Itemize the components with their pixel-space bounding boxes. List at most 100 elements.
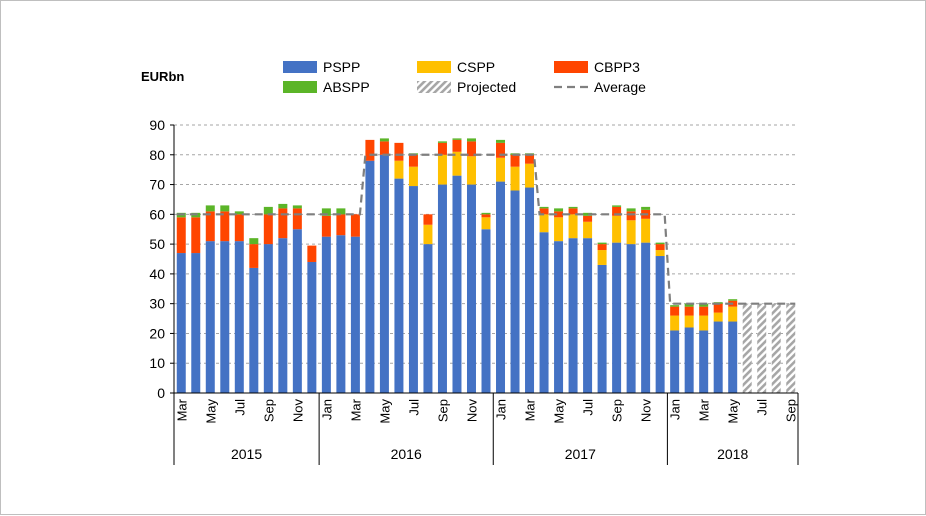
year-label: 2016 — [391, 446, 422, 462]
legend-label-cspp: CSPP — [457, 59, 495, 75]
bar-pspp — [234, 241, 244, 393]
bar-abspp — [554, 208, 564, 212]
x-tick-label: Jan — [668, 399, 683, 420]
x-tick-label: Nov — [290, 399, 305, 423]
y-tick-label: 90 — [149, 117, 165, 133]
legend-swatch-abspp — [283, 81, 317, 93]
bar-pspp — [249, 267, 259, 393]
bar-abspp — [699, 303, 709, 307]
x-tick-label: Jan — [494, 399, 509, 420]
bar-cbpp3 — [321, 215, 331, 237]
bar-abspp — [655, 242, 665, 245]
bar-cspp — [684, 315, 694, 328]
bar-cbpp3 — [263, 214, 273, 245]
y-tick-label: 60 — [149, 206, 165, 222]
bar-cbpp3 — [394, 142, 404, 161]
bar-abspp — [481, 212, 491, 215]
bar-cspp — [496, 157, 506, 182]
bar-pspp — [568, 238, 578, 393]
bar-projected — [757, 303, 767, 393]
x-tick-label: May — [552, 399, 567, 424]
x-tick-label: Sep — [261, 399, 276, 422]
bar-pspp — [263, 244, 273, 393]
bar-cspp — [699, 315, 709, 331]
bar-cspp — [452, 151, 462, 176]
legend-label-cbpp3: CBPP3 — [594, 59, 640, 75]
bar-abspp — [263, 206, 273, 215]
bar-pspp — [452, 175, 462, 393]
bar-abspp — [684, 303, 694, 307]
bar-abspp — [379, 138, 389, 142]
bar-abspp — [466, 138, 476, 142]
bar-pspp — [408, 186, 418, 393]
bar-pspp — [176, 253, 186, 393]
bar-abspp — [641, 206, 651, 210]
bar-pspp — [583, 238, 593, 393]
bar-cbpp3 — [466, 141, 476, 157]
year-label: 2015 — [231, 446, 262, 462]
bar-cspp — [466, 156, 476, 185]
bar-abspp — [220, 205, 230, 212]
axes: 0 10 20 30 40 50 60 70 80 90 Mar May Jul Sep Nov Jan Mar… — [149, 117, 799, 465]
bar-cbpp3 — [699, 306, 709, 316]
bar-cbpp3 — [408, 154, 418, 167]
bar-cbpp3 — [278, 208, 288, 239]
x-tick-label: Jul — [755, 399, 770, 416]
bar-cbpp3 — [583, 215, 593, 222]
bar-pspp — [525, 187, 535, 393]
bar-abspp — [292, 205, 302, 209]
x-tick-label: May — [203, 399, 218, 424]
bar-cspp — [713, 312, 723, 322]
bar-cbpp3 — [234, 214, 244, 242]
bar-cbpp3 — [220, 211, 230, 242]
bar-projected — [771, 303, 781, 393]
bar-pspp — [481, 229, 491, 393]
bar-cbpp3 — [612, 206, 622, 216]
bar-pspp — [437, 184, 447, 393]
legend-label-average: Average — [594, 79, 646, 95]
bar-abspp — [670, 305, 680, 307]
bar-pspp — [496, 181, 506, 393]
bar-pspp — [205, 241, 215, 393]
y-tick-label: 30 — [149, 296, 165, 312]
bar-cspp — [641, 218, 651, 243]
bar-pspp — [699, 330, 709, 393]
bar-cbpp3 — [481, 214, 491, 218]
x-tick-label: Sep — [784, 399, 799, 422]
bar-cspp — [408, 166, 418, 187]
year-label: 2018 — [717, 446, 748, 462]
bar-abspp — [626, 208, 636, 212]
legend-swatch-projected — [417, 81, 451, 93]
bar-cbpp3 — [191, 217, 201, 254]
bar-cspp — [423, 224, 433, 245]
bar-cbpp3 — [496, 142, 506, 158]
legend-swatch-cbpp3 — [554, 61, 588, 73]
bar-pspp — [336, 235, 346, 393]
y-tick-label: 80 — [149, 147, 165, 163]
bar-pspp — [321, 236, 331, 393]
x-tick-label: Sep — [610, 399, 625, 422]
bar-pspp — [350, 236, 360, 393]
bar-pspp — [394, 178, 404, 393]
bar-cbpp3 — [205, 211, 215, 242]
bar-cspp — [612, 215, 622, 243]
x-tick-label: Jan — [319, 399, 334, 420]
y-tick-label: 0 — [157, 385, 165, 401]
bar-abspp — [583, 212, 593, 216]
bar-projected — [742, 303, 752, 393]
y-tick-label: 40 — [149, 266, 165, 282]
bar-pspp — [423, 244, 433, 393]
bar-pspp — [626, 244, 636, 393]
bar-abspp — [539, 206, 549, 209]
bar-cspp — [525, 163, 535, 188]
bar-pspp — [728, 321, 738, 393]
bar-cbpp3 — [249, 244, 259, 268]
bar-abspp — [249, 238, 259, 245]
bar-abspp — [336, 208, 346, 215]
bar-pspp — [292, 229, 302, 393]
bar-cbpp3 — [423, 214, 433, 225]
bar-pspp — [713, 321, 723, 393]
bar-pspp — [307, 261, 317, 393]
bar-pspp — [365, 160, 375, 393]
bar-pspp — [539, 232, 549, 393]
